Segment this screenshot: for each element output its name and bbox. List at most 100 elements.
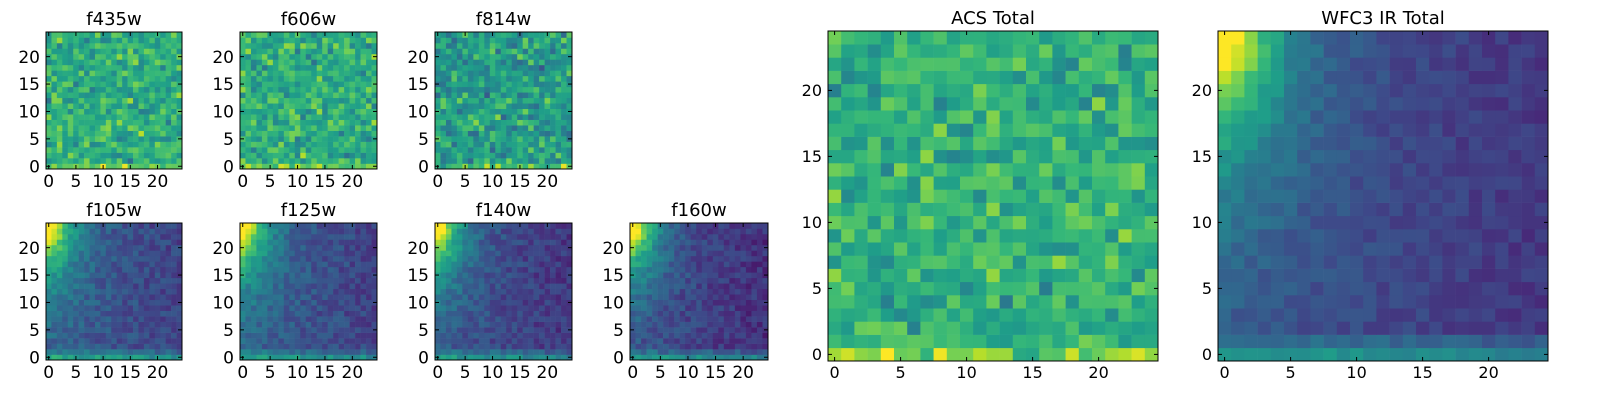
heatmap-cell bbox=[267, 283, 273, 289]
heatmap-cell bbox=[100, 65, 106, 71]
heatmap-cell bbox=[468, 120, 474, 126]
heatmap-cell bbox=[51, 289, 57, 295]
heatmap-cell bbox=[284, 37, 290, 43]
panel-title: f160w bbox=[671, 200, 726, 221]
heatmap-cell bbox=[171, 349, 177, 355]
heatmap-cell bbox=[724, 245, 730, 251]
heatmap-cell bbox=[289, 142, 295, 148]
heatmap-cell bbox=[245, 92, 251, 98]
heatmap-cell bbox=[484, 256, 490, 262]
heatmap-cell bbox=[1052, 242, 1066, 256]
heatmap-cell bbox=[171, 333, 177, 339]
heatmap-cell bbox=[251, 131, 257, 137]
heatmap-cell bbox=[79, 103, 85, 109]
heatmap-cell bbox=[51, 349, 57, 355]
heatmap-cell bbox=[372, 344, 378, 350]
heatmap-cell bbox=[317, 54, 323, 60]
heatmap-cell bbox=[751, 245, 757, 251]
heatmap-cell bbox=[539, 223, 545, 229]
heatmap-cell bbox=[506, 250, 512, 256]
heatmap-cell bbox=[267, 333, 273, 339]
heatmap-cell bbox=[735, 223, 741, 229]
heatmap-cell bbox=[68, 158, 74, 164]
heatmap-cell bbox=[462, 349, 468, 355]
heatmap-cell bbox=[495, 153, 501, 159]
heatmap-cell bbox=[128, 272, 134, 278]
heatmap-cell bbox=[724, 316, 730, 322]
heatmap-cell bbox=[440, 349, 446, 355]
heatmap-cell bbox=[256, 349, 262, 355]
heatmap-cell bbox=[468, 43, 474, 49]
heatmap-cell bbox=[284, 311, 290, 317]
heatmap-cell bbox=[647, 289, 653, 295]
heatmap-cell bbox=[567, 59, 573, 65]
heatmap-cell bbox=[46, 267, 52, 273]
heatmap-cell bbox=[289, 278, 295, 284]
heatmap-cell bbox=[462, 65, 468, 71]
heatmap-cell bbox=[84, 81, 90, 87]
x-tick-label: 15 bbox=[119, 363, 141, 383]
heatmap-cell bbox=[306, 316, 312, 322]
heatmap-cell bbox=[523, 283, 529, 289]
heatmap-cell bbox=[372, 333, 378, 339]
heatmap-cell bbox=[344, 147, 350, 153]
heatmap-cell bbox=[663, 327, 669, 333]
heatmap-cell bbox=[306, 59, 312, 65]
heatmap-cell bbox=[674, 267, 680, 273]
heatmap-cell bbox=[446, 289, 452, 295]
heatmap-cell bbox=[462, 311, 468, 317]
heatmap-cell bbox=[451, 349, 457, 355]
heatmap-cell bbox=[479, 289, 485, 295]
heatmap-cell bbox=[333, 98, 339, 104]
heatmap-cell bbox=[550, 87, 556, 93]
y-tick-label: 10 bbox=[212, 294, 234, 314]
heatmap-cell bbox=[311, 344, 317, 350]
heatmap-cell bbox=[138, 65, 144, 71]
heatmap-cell bbox=[451, 37, 457, 43]
heatmap-cell bbox=[468, 65, 474, 71]
heatmap-cell bbox=[545, 333, 551, 339]
heatmap-cell bbox=[306, 349, 312, 355]
heatmap-cell bbox=[762, 311, 768, 317]
heatmap-cell bbox=[372, 131, 378, 137]
heatmap-cell bbox=[512, 158, 518, 164]
heatmap-cell bbox=[160, 338, 166, 344]
heatmap-cell bbox=[479, 322, 485, 328]
heatmap-cell bbox=[90, 261, 96, 267]
heatmap-cell bbox=[295, 103, 301, 109]
heatmap-cell bbox=[133, 327, 139, 333]
heatmap-cell bbox=[117, 316, 123, 322]
heatmap-cell bbox=[663, 294, 669, 300]
heatmap-cell bbox=[545, 234, 551, 240]
heatmap-cell bbox=[57, 305, 63, 311]
heatmap-cell bbox=[707, 300, 713, 306]
heatmap-cell bbox=[440, 234, 446, 240]
heatmap-cell bbox=[306, 87, 312, 93]
heatmap-cell bbox=[539, 272, 545, 278]
heatmap-cell bbox=[740, 300, 746, 306]
heatmap-cell bbox=[740, 316, 746, 322]
heatmap-cell bbox=[751, 223, 757, 229]
heatmap-cell bbox=[473, 114, 479, 120]
heatmap-cell bbox=[339, 283, 345, 289]
heatmap-cell bbox=[528, 76, 534, 82]
heatmap-cell bbox=[630, 261, 636, 267]
heatmap-cell bbox=[468, 338, 474, 344]
heatmap-cell bbox=[100, 234, 106, 240]
heatmap-cell bbox=[295, 59, 301, 65]
heatmap-cell bbox=[245, 70, 251, 76]
heatmap-cell bbox=[177, 349, 183, 355]
heatmap-cell bbox=[567, 311, 573, 317]
y-tick-label: 10 bbox=[212, 103, 234, 123]
heatmap-cell bbox=[245, 125, 251, 131]
heatmap-cell bbox=[138, 228, 144, 234]
heatmap-cell bbox=[240, 37, 246, 43]
heatmap-cell bbox=[322, 327, 328, 333]
heatmap-cell bbox=[155, 125, 161, 131]
y-tick-label: 5 bbox=[613, 321, 624, 341]
heatmap-cell bbox=[122, 65, 128, 71]
heatmap-cell bbox=[166, 125, 172, 131]
heatmap-cell bbox=[138, 48, 144, 54]
heatmap-cell bbox=[545, 311, 551, 317]
heatmap-cell bbox=[746, 267, 752, 273]
